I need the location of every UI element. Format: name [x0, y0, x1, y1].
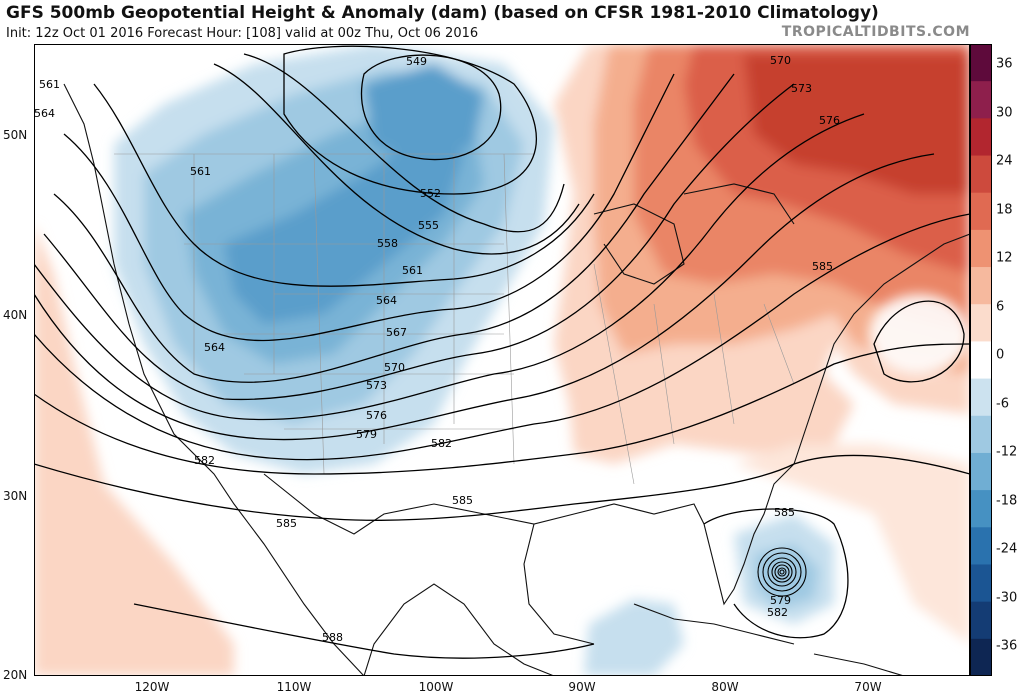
colorbar-swatch	[970, 304, 992, 342]
contour-closed-atlantic	[873, 300, 965, 383]
colorbar-tick-label: -6	[996, 396, 1009, 411]
contour-label: 555	[418, 219, 439, 232]
lon-label-120w: 120W	[134, 680, 170, 694]
contour-555	[243, 53, 565, 233]
contour-552	[283, 45, 537, 195]
contour-582	[34, 343, 970, 475]
coastline	[63, 83, 970, 676]
colorbar-swatch	[970, 81, 992, 119]
colorbar-swatch	[970, 378, 992, 417]
contour-label: 558	[377, 237, 398, 250]
contour-label: 564	[34, 107, 55, 120]
lat-label-20n: 20N	[3, 668, 28, 682]
colorbar-swatch	[970, 601, 992, 640]
colorbar-tick-label: 0	[996, 347, 1005, 363]
contour-label: 570	[770, 54, 791, 67]
contour-label: 573	[366, 379, 387, 392]
colorbar-swatch	[970, 490, 992, 528]
colorbar-swatch	[970, 564, 992, 603]
contour-558	[213, 63, 580, 255]
contour-label: 585	[812, 260, 833, 273]
colorbar-tick-label: 30	[996, 105, 1013, 120]
negative-anomaly-region	[114, 44, 834, 676]
lat-label-30n: 30N	[3, 489, 28, 503]
contour-label: 567	[386, 326, 407, 339]
contour-label: 579	[770, 594, 791, 607]
contour-label: 564	[376, 294, 397, 307]
contour-label: 582	[767, 606, 788, 619]
map-frame	[34, 44, 970, 676]
anomaly-map: 549 552 555 558 561 561 561 564 564 564 …	[34, 44, 970, 676]
geo-grid	[114, 153, 795, 485]
contour-label: 549	[406, 55, 427, 68]
contour-label: 576	[366, 409, 387, 422]
contour-label: 561	[39, 78, 60, 91]
contour-label: 585	[452, 494, 473, 507]
colorbar-tick-label: -12	[996, 444, 1018, 460]
lat-label-50n: 50N	[3, 128, 28, 142]
contour-588	[133, 603, 595, 659]
contour-label: 585	[276, 517, 297, 530]
lat-label-40n: 40N	[3, 308, 28, 322]
contour-564	[63, 73, 675, 342]
colorbar-swatch	[970, 229, 992, 268]
contour-label: 570	[384, 361, 405, 374]
map-title: GFS 500mb Geopotential Height & Anomaly …	[6, 3, 879, 23]
colorbar-swatch	[970, 118, 992, 157]
contour-579	[34, 213, 970, 461]
contour-label: 561	[190, 165, 211, 178]
colorbar-swatch	[970, 267, 992, 305]
colorbar-swatch	[970, 44, 992, 82]
hurricane-contours	[757, 547, 807, 597]
contour-576	[34, 153, 935, 441]
colorbar-tick-label: -36	[996, 638, 1018, 654]
colorbar-tick-label: -30	[996, 590, 1018, 605]
contour-label: 582	[431, 437, 452, 450]
contour-label: 552	[420, 187, 441, 200]
colorbar-tick-label: 18	[996, 202, 1013, 217]
contour-573	[34, 113, 865, 421]
colorbar-swatch	[970, 415, 992, 454]
map-subtitle: Init: 12z Oct 01 2016 Forecast Hour: [10…	[6, 26, 479, 41]
contour-570	[43, 83, 795, 401]
contour-585-hurricane	[703, 508, 849, 639]
colorbar-swatch	[970, 155, 992, 194]
contour-549	[360, 54, 502, 161]
contour-label: 585	[774, 506, 795, 519]
watermark: TROPICALTIDBITS.COM	[781, 24, 970, 40]
colorbar-swatch	[970, 638, 992, 676]
lon-label-110w: 110W	[276, 680, 312, 694]
contour-label: 588	[322, 631, 343, 644]
lon-label-100w: 100W	[418, 680, 454, 694]
colorbar-swatch	[970, 192, 992, 231]
lon-label-80w: 80W	[711, 680, 739, 694]
contour-label: 564	[204, 341, 225, 354]
colorbar-swatch	[970, 452, 992, 491]
contour-561	[93, 83, 595, 287]
contour-label-group: 549 552 555 558 561 561 561 564 564 564 …	[34, 54, 840, 644]
contour-label: 579	[356, 428, 377, 441]
anomaly-colorbar	[970, 44, 992, 676]
colorbar-swatch	[970, 527, 992, 565]
contour-585	[34, 454, 970, 521]
contour-label: 582	[194, 454, 215, 467]
colorbar-tick-label: -18	[996, 493, 1018, 508]
contour-label: 573	[791, 82, 812, 95]
colorbar-tick-label: 6	[996, 299, 1005, 314]
contour-label: 561	[402, 264, 423, 277]
colorbar-tick-label: 36	[996, 56, 1013, 72]
lon-label-90w: 90W	[568, 680, 596, 694]
lon-label-70w: 70W	[854, 680, 882, 694]
colorbar-tick-label: 24	[996, 153, 1013, 169]
height-contours	[34, 45, 970, 659]
contour-567	[53, 73, 735, 383]
colorbar-tick-label: 12	[996, 250, 1013, 266]
colorbar-tick-label: -24	[996, 541, 1018, 557]
colorbar-swatch	[970, 341, 992, 380]
contour-label: 576	[819, 114, 840, 127]
